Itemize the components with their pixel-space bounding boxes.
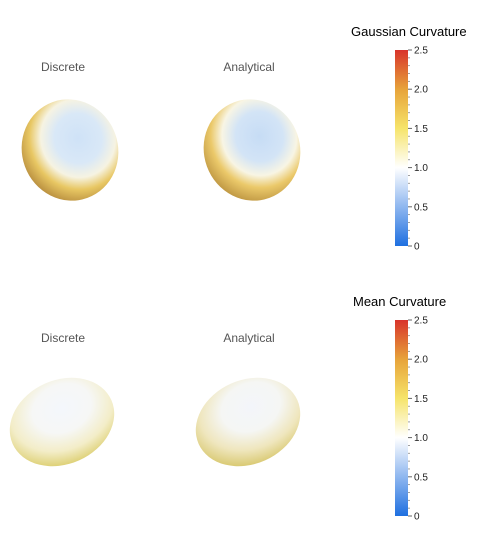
- gaussian-colorbar-fill: [395, 50, 408, 246]
- gaussian-tick-label: 1.5: [414, 124, 428, 135]
- mean-tick-label: 2.5: [414, 316, 428, 327]
- mean-legend-title: Mean Curvature: [353, 294, 447, 309]
- gaussian-analytical-surface: [203, 99, 301, 201]
- mean-analytical-surface: [195, 377, 301, 467]
- gaussian-tick-label: 2.0: [414, 85, 428, 96]
- gaussian-legend-title: Gaussian Curvature: [351, 24, 467, 39]
- mean-analytical-label: Analytical: [223, 331, 275, 345]
- gaussian-discrete-surface: [21, 99, 119, 201]
- gaussian-colorbar: 0 0.5 1.0 1.5 2.0 2.5: [395, 46, 428, 253]
- mean-colorbar-fill: [395, 320, 408, 516]
- mean-discrete-surface: [9, 377, 115, 467]
- mean-colorbar: 0 0.5 1.0 1.5 2.0 2.5: [395, 316, 428, 523]
- mean-tick-label: 1.0: [414, 433, 428, 444]
- mean-tick-label: 1.5: [414, 394, 428, 405]
- gaussian-tick-label: 0: [414, 242, 420, 253]
- mean-tick-label: 2.0: [414, 355, 428, 366]
- gaussian-tick-label: 2.5: [414, 46, 428, 57]
- gaussian-tick-label: 0.5: [414, 202, 428, 213]
- mean-tick-label: 0: [414, 512, 420, 523]
- mean-discrete-label: Discrete: [40, 331, 85, 345]
- gaussian-analytical-label: Analytical: [223, 60, 275, 74]
- gaussian-discrete-label: Discrete: [40, 60, 85, 74]
- mean-tick-label: 0.5: [414, 472, 428, 483]
- gaussian-tick-label: 1.0: [414, 163, 428, 174]
